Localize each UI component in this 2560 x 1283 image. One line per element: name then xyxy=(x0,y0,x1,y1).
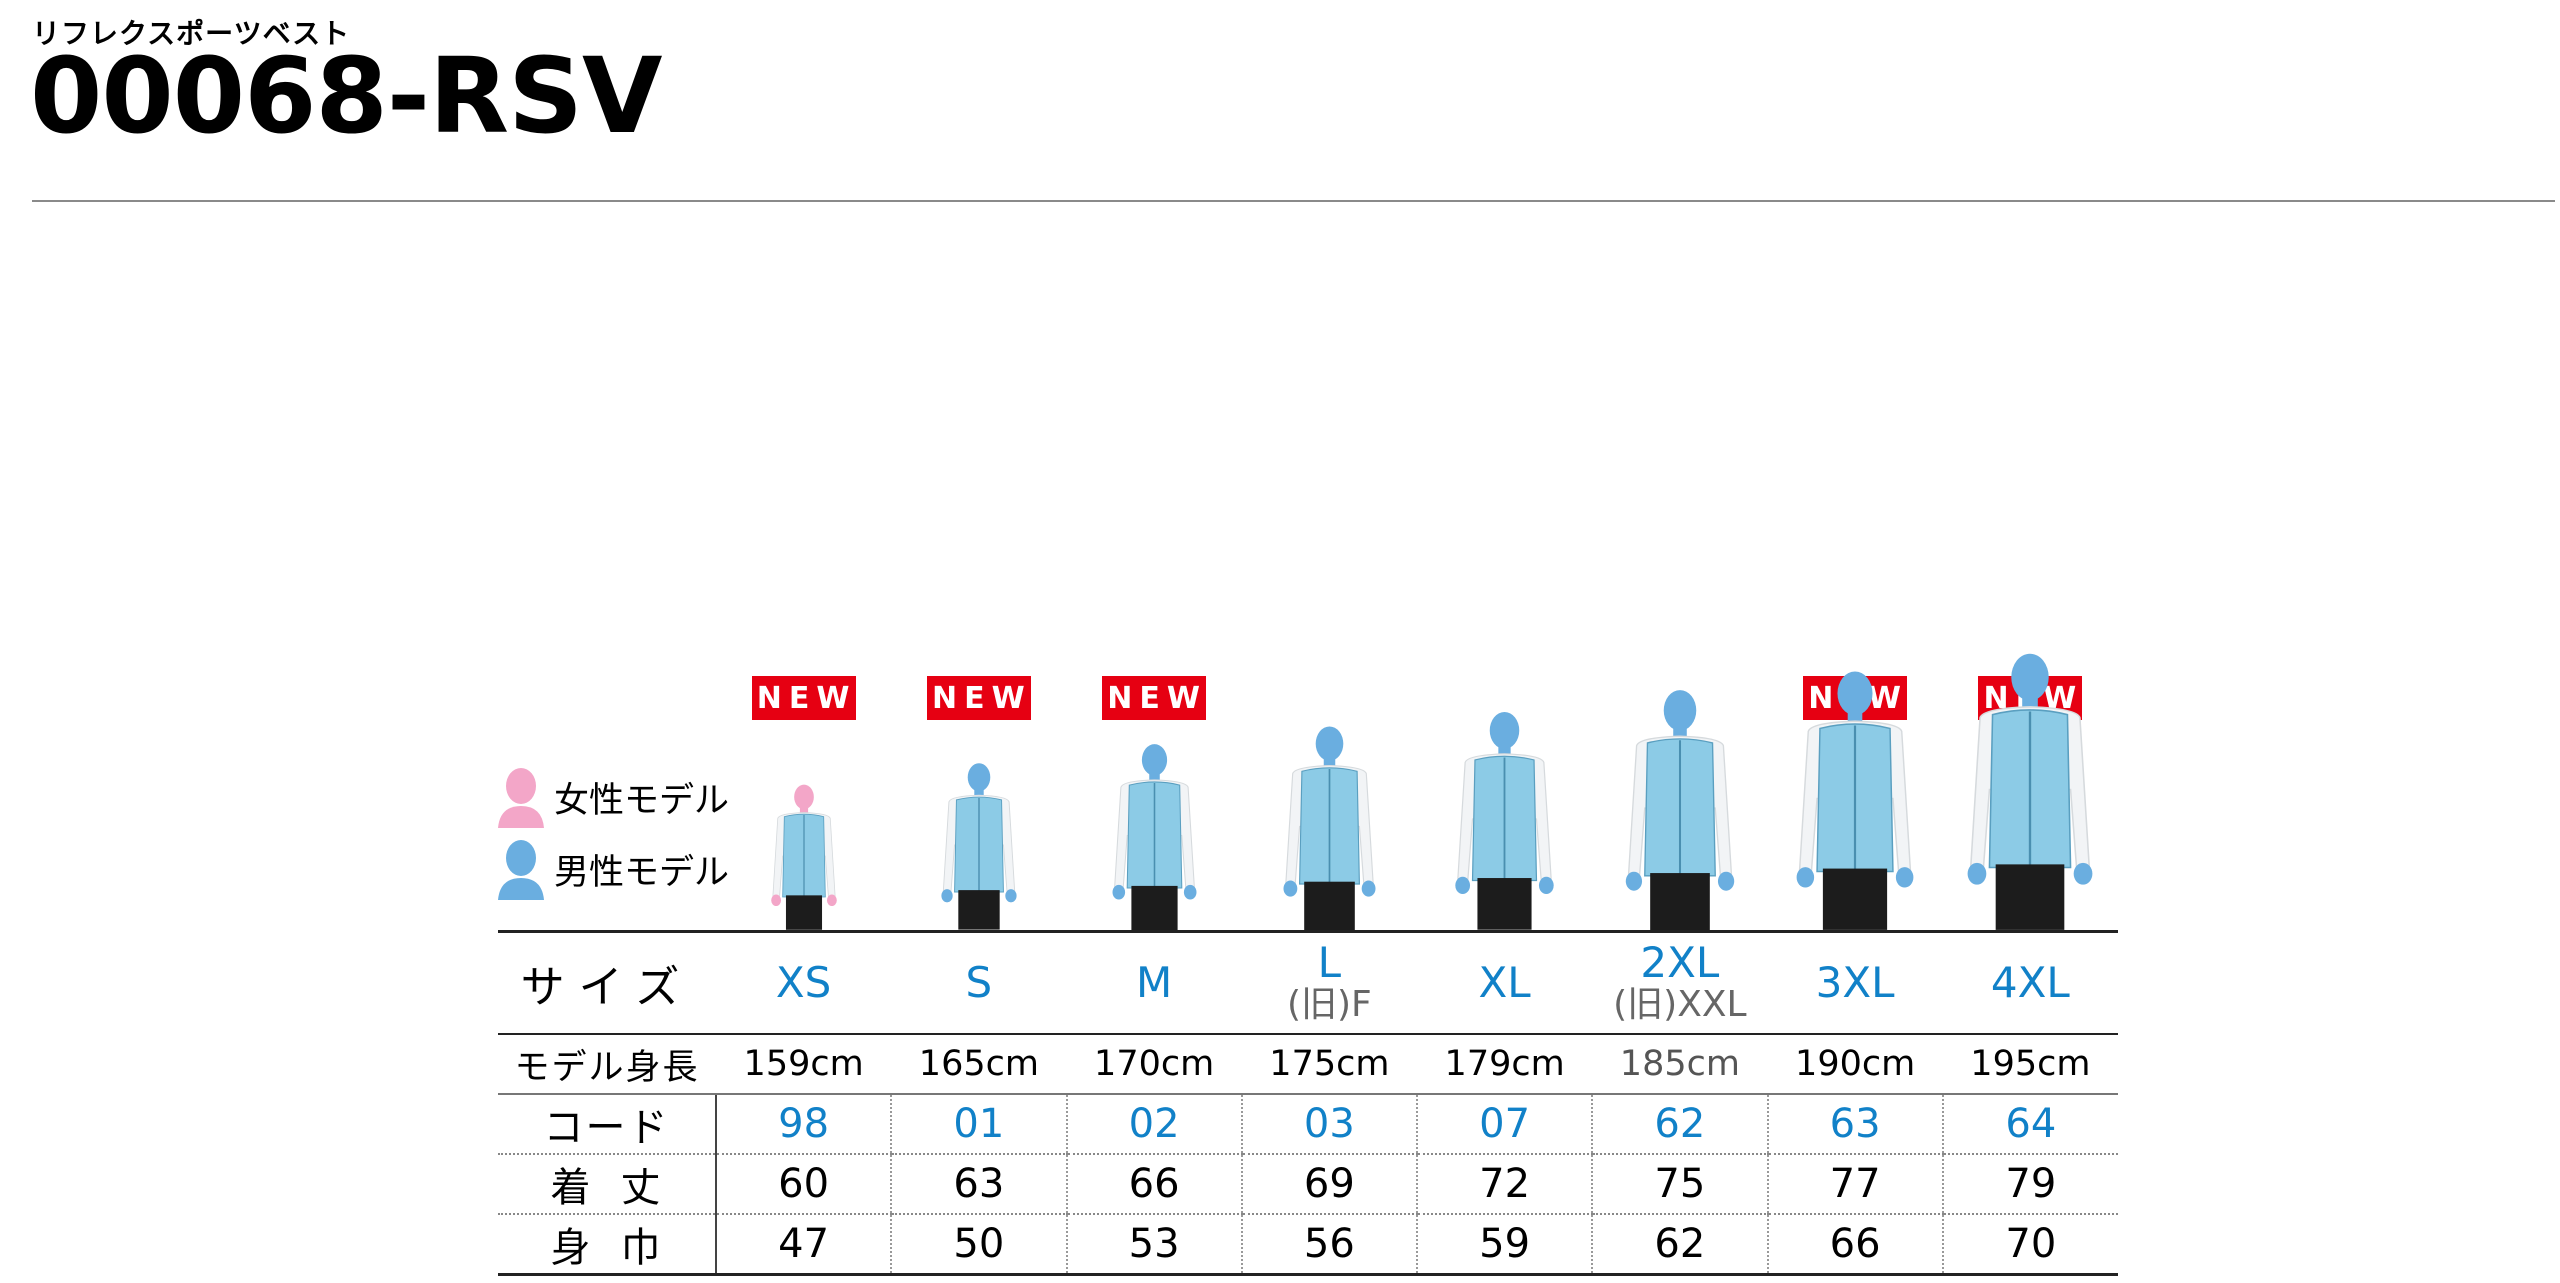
model-height-cell: 185cm xyxy=(1592,1034,1768,1095)
female-silhouette-icon xyxy=(498,768,544,828)
size-cell: 2XL (旧)XXL xyxy=(1592,930,1768,1035)
size-name: S xyxy=(965,957,993,1007)
size-cell: S xyxy=(891,930,1067,1035)
length-cell: 60 xyxy=(714,1154,892,1215)
code-cell: 01 xyxy=(890,1094,1067,1155)
legend-male-label: 男性モデル xyxy=(554,852,730,893)
length-row: 着丈 60 63 66 69 72 75 77 79 xyxy=(498,1154,2118,1215)
product-code-title: 00068-RSV xyxy=(30,35,662,157)
length-cell: 72 xyxy=(1415,1154,1593,1215)
size-name: 2XL xyxy=(1640,938,1720,988)
male-model-figure xyxy=(1283,726,1376,930)
width-cell: 66 xyxy=(1766,1214,1943,1276)
code-cell: 03 xyxy=(1240,1094,1417,1155)
model-height-cell: 170cm xyxy=(1066,1034,1242,1095)
width-row: 身巾 47 50 53 56 59 62 66 70 xyxy=(498,1214,2118,1276)
model-height-cell: 195cm xyxy=(1942,1034,2118,1095)
new-badge: NEW xyxy=(751,676,856,720)
length-cell: 79 xyxy=(1941,1154,2118,1215)
legend-male: 男性モデル xyxy=(496,838,729,900)
code-cell: 02 xyxy=(1065,1094,1242,1155)
size-cell: 4XL xyxy=(1942,930,2118,1035)
new-badge: NEW xyxy=(926,676,1031,720)
male-model-figure xyxy=(1455,711,1554,930)
code-row: コード 98 01 02 03 07 62 63 64 xyxy=(498,1094,2118,1155)
model-height-row-label: モデル身長 xyxy=(498,1034,716,1095)
size-name: 3XL xyxy=(1815,957,1895,1007)
header-divider xyxy=(32,200,2555,202)
size-old-name: (旧)XXL xyxy=(1613,984,1747,1026)
size-cell: XS xyxy=(716,930,892,1035)
code-cell: 62 xyxy=(1591,1094,1768,1155)
size-cell: XL xyxy=(1417,930,1593,1035)
width-cell: 53 xyxy=(1065,1214,1242,1276)
length-row-label: 着丈 xyxy=(498,1154,716,1215)
width-cell: 62 xyxy=(1591,1214,1768,1276)
size-cell: M xyxy=(1066,930,1242,1035)
model-height-cell: 190cm xyxy=(1767,1034,1943,1095)
length-cell: 69 xyxy=(1240,1154,1417,1215)
model-height-cell: 159cm xyxy=(716,1034,892,1095)
product-subtitle: リフレクスポーツベスト xyxy=(32,17,351,50)
size-name: XS xyxy=(775,957,832,1007)
legend-female: 女性モデル xyxy=(496,766,729,828)
size-row-label: サイズ xyxy=(498,930,716,1035)
legend-female-label: 女性モデル xyxy=(554,780,730,821)
male-model-figure xyxy=(1112,744,1197,930)
code-cell: 63 xyxy=(1766,1094,1943,1155)
model-height-cell: 175cm xyxy=(1241,1034,1417,1095)
male-model-figure xyxy=(1796,671,1914,930)
code-cell: 07 xyxy=(1415,1094,1593,1155)
size-name: M xyxy=(1136,957,1173,1007)
male-model-figure xyxy=(941,763,1017,930)
size-table: サイズ XS S M L (旧)F XL 2XL (旧)XXL 3XL 4XL モデル身長 159… xyxy=(498,930,2118,1276)
size-cell: 3XL xyxy=(1767,930,1943,1035)
length-cell: 66 xyxy=(1065,1154,1242,1215)
size-name: 4XL xyxy=(1990,957,2070,1007)
male-model-figure xyxy=(1625,690,1735,930)
size-row: サイズ XS S M L (旧)F XL 2XL (旧)XXL 3XL 4XL xyxy=(498,930,2118,1035)
size-cell: L (旧)F xyxy=(1241,930,1417,1035)
length-cell: 63 xyxy=(890,1154,1067,1215)
female-model-figure xyxy=(770,784,837,930)
code-cell: 98 xyxy=(714,1094,892,1155)
size-name: L xyxy=(1317,938,1342,988)
width-cell: 56 xyxy=(1240,1214,1417,1276)
width-row-label: 身巾 xyxy=(498,1214,716,1276)
male-silhouette-icon xyxy=(498,840,544,900)
male-model-figure xyxy=(1967,653,2093,930)
code-cell: 64 xyxy=(1941,1094,2118,1155)
new-badge: NEW xyxy=(1102,676,1207,720)
size-old-name: (旧)F xyxy=(1286,984,1372,1026)
model-height-cell: 165cm xyxy=(891,1034,1067,1095)
width-cell: 47 xyxy=(714,1214,892,1276)
length-cell: 77 xyxy=(1766,1154,1943,1215)
width-cell: 50 xyxy=(890,1214,1067,1276)
width-cell: 70 xyxy=(1941,1214,2118,1276)
model-height-cell: 179cm xyxy=(1417,1034,1593,1095)
size-name: XL xyxy=(1478,957,1531,1007)
length-cell: 75 xyxy=(1591,1154,1768,1215)
width-cell: 59 xyxy=(1415,1214,1593,1276)
code-row-label: コード xyxy=(498,1094,716,1155)
model-height-row: モデル身長 159cm 165cm 170cm 175cm 179cm 185cm 190c… xyxy=(498,1034,2118,1095)
